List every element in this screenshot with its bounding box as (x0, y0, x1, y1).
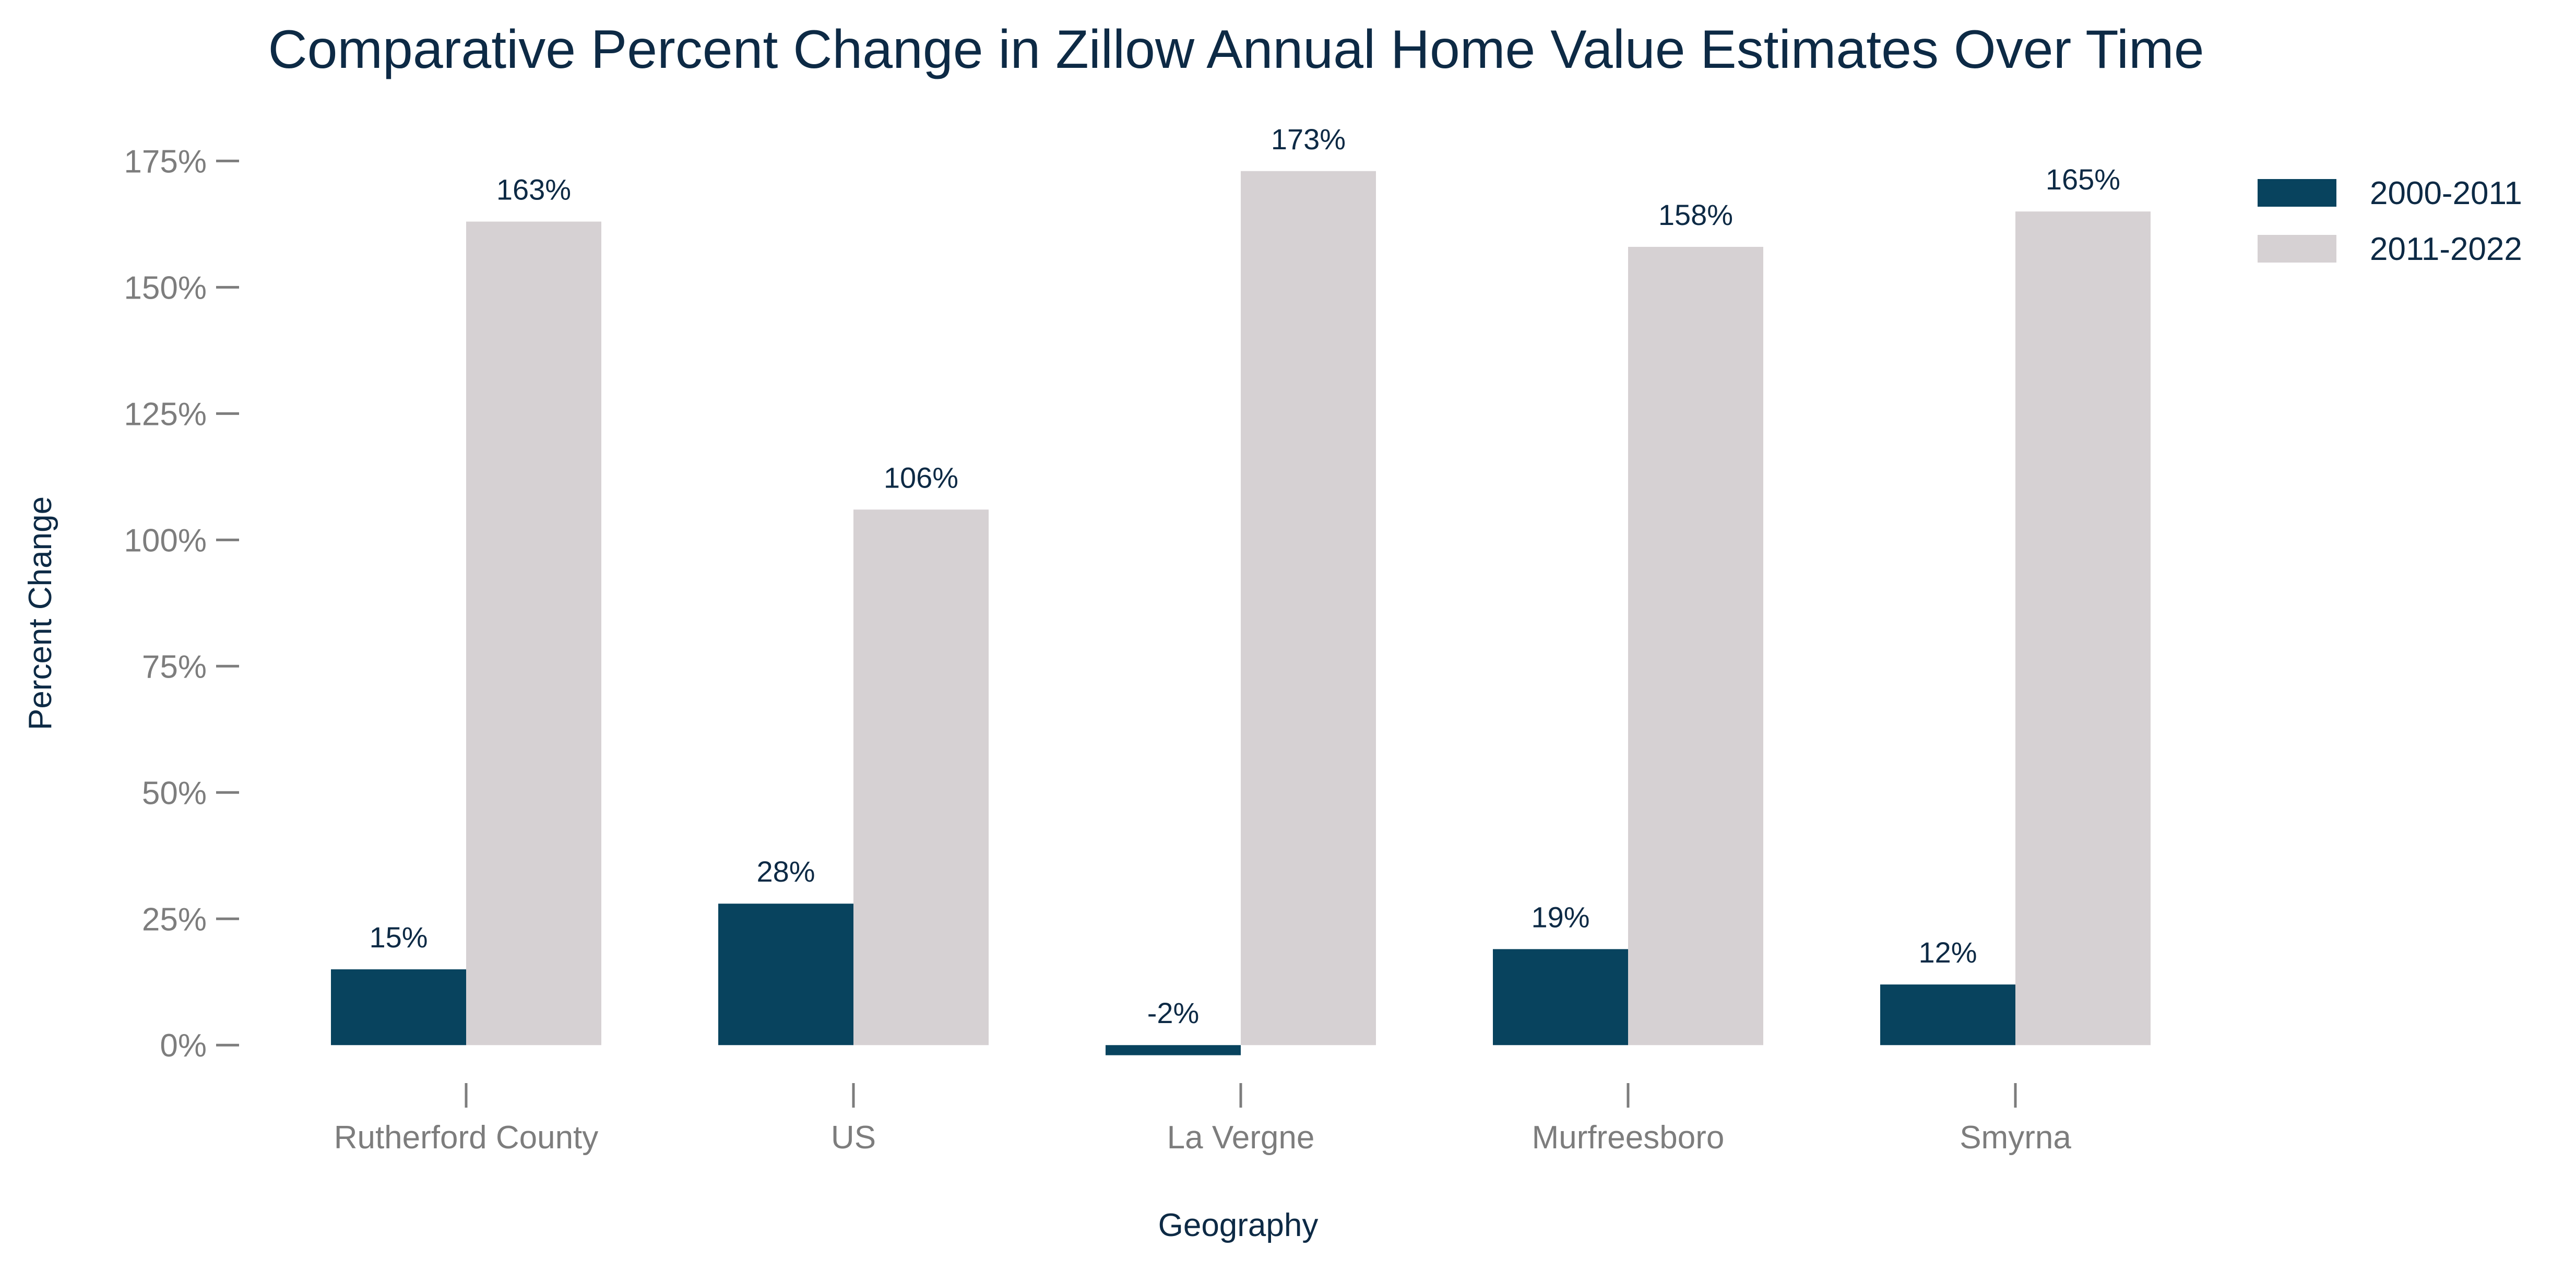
bar-2000-2011-us (718, 904, 853, 1046)
y-axis-title: Percent Change (22, 496, 58, 730)
y-tick-label: 50% (142, 775, 207, 811)
y-tick-label: 150% (124, 270, 207, 306)
bar-2000-2011-rutherford-county (331, 969, 466, 1046)
data-label: 165% (2046, 163, 2120, 196)
data-label: 19% (1531, 900, 1589, 933)
y-tick-label: 25% (142, 901, 207, 937)
legend-swatch (2258, 235, 2336, 263)
x-axis-ticks: Rutherford County US La Vergne Murfreesboro… (334, 1083, 2071, 1156)
x-axis-title: Geography (1158, 1207, 1319, 1243)
bar-2011-2022-la-vergne (1241, 171, 1376, 1046)
y-tick-label: 0% (160, 1028, 207, 1064)
bar-2000-2011-la-vergne (1106, 1045, 1241, 1055)
x-tick-label: Smyrna (1960, 1120, 2071, 1156)
bar-2000-2011-murfreesboro (1493, 949, 1628, 1046)
legend: 2000-2011 2011-2022 (2258, 175, 2522, 267)
data-label: 12% (1918, 936, 1977, 969)
legend-label: 2000-2011 (2370, 175, 2522, 211)
bar-2011-2022-murfreesboro (1628, 246, 1763, 1046)
x-tick-label: US (831, 1120, 876, 1156)
data-labels: 15% 28% -2% 19% 12% 163% 106% 173% 158% 165% (369, 123, 2120, 1029)
bar-2011-2022-smyrna (2015, 211, 2151, 1046)
bar-2000-2011-smyrna (1880, 984, 2015, 1046)
y-tick-label: 100% (124, 522, 207, 559)
y-tick-label: 75% (142, 649, 207, 685)
x-tick-label: Rutherford County (334, 1120, 599, 1156)
y-tick-label: 125% (124, 396, 207, 432)
bar-2011-2022-us (853, 509, 989, 1046)
y-tick-label: 175% (124, 144, 207, 180)
data-label: 163% (496, 173, 571, 206)
y-axis-ticks: 0% 25% 50% 75% 100% 125% 150% 175% (124, 144, 239, 1064)
bar-2011-2022-rutherford-county (466, 221, 601, 1046)
data-label: 15% (369, 921, 428, 954)
bar-group (331, 171, 2151, 1055)
legend-swatch (2258, 179, 2336, 207)
chart-title: Comparative Percent Change in Zillow Ann… (268, 19, 2204, 80)
data-label: 173% (1271, 123, 1346, 156)
data-label: -2% (1147, 996, 1200, 1029)
legend-label: 2011-2022 (2370, 231, 2522, 267)
data-label: 158% (1658, 198, 1733, 231)
x-tick-label: Murfreesboro (1532, 1120, 1725, 1156)
data-label: 106% (884, 461, 958, 494)
data-label: 28% (756, 855, 815, 888)
x-tick-label: La Vergne (1167, 1120, 1315, 1156)
